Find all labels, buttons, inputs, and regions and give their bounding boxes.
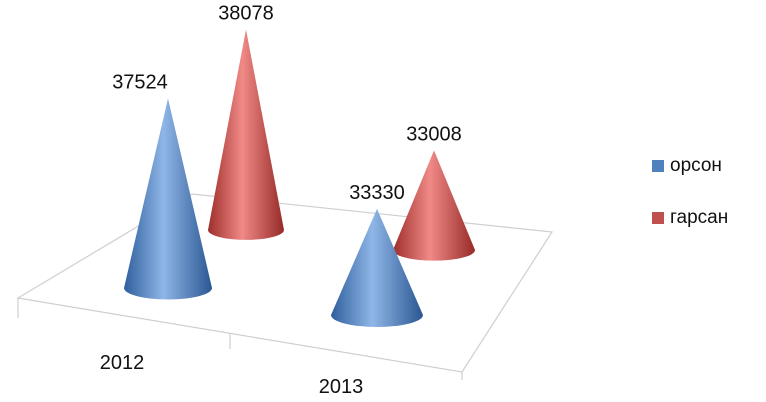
floor-plane [16,193,554,373]
cone-bar-гарсан-2012 [208,29,284,240]
data-label: 33330 [349,182,405,204]
data-label: 38078 [218,2,274,24]
legend-swatch [652,212,664,224]
x-tick-label: 2013 [319,376,364,398]
data-label: 37524 [112,71,168,93]
data-label: 33008 [406,123,462,145]
legend-item: орсон [652,152,762,180]
cone-bar-орсон-2012 [124,98,212,300]
legend: орсон гарсан [652,152,762,256]
legend-label: орсон [670,155,722,176]
cone-bar-гарсан-2013 [393,150,475,261]
cone-bar-орсон-2013 [331,208,423,327]
legend-item: гарсан [652,204,762,232]
legend-label: гарсан [670,207,729,228]
legend-swatch [652,160,664,172]
x-tick-label: 2012 [100,352,145,374]
